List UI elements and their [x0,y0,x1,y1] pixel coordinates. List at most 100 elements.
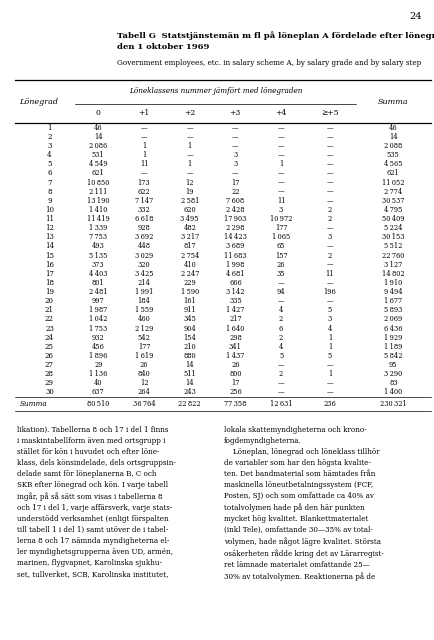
Text: 1 136: 1 136 [89,370,107,378]
Text: 77 358: 77 358 [224,400,246,408]
Text: 23: 23 [45,324,54,333]
Text: 21: 21 [45,307,54,314]
Text: 298: 298 [228,333,241,342]
Text: 14 802: 14 802 [381,270,404,278]
Text: 2 088: 2 088 [383,142,401,150]
Text: 11 683: 11 683 [224,252,246,260]
Text: 373: 373 [92,260,105,269]
Text: 2: 2 [278,333,283,342]
Text: 9: 9 [47,196,52,205]
Text: 8: 8 [47,188,52,196]
Text: 30: 30 [45,388,54,396]
Text: 30 153: 30 153 [381,234,404,241]
Text: 13: 13 [45,234,54,241]
Text: 666: 666 [228,279,241,287]
Text: Government employees, etc. in salary scheme A, by salary grade and by salary ste: Government employees, etc. in salary sch… [117,59,421,67]
Text: —: — [277,361,284,369]
Text: 4: 4 [278,307,283,314]
Text: 621: 621 [386,170,399,177]
Text: 17: 17 [45,270,54,278]
Text: 2: 2 [327,252,331,260]
Text: 4 681: 4 681 [226,270,244,278]
Text: 6 618: 6 618 [135,215,153,223]
Text: —: — [232,133,238,141]
Text: +3: +3 [229,109,240,118]
Text: 13 190: 13 190 [87,196,109,205]
Text: 236: 236 [323,400,335,408]
Text: 1: 1 [327,370,331,378]
Text: 210: 210 [183,343,196,351]
Text: 345: 345 [183,316,196,323]
Text: 1 042: 1 042 [89,316,107,323]
Text: 1 619: 1 619 [135,352,153,360]
Text: —: — [232,142,238,150]
Text: 410: 410 [183,260,196,269]
Text: —: — [326,224,332,232]
Text: 932: 932 [92,333,105,342]
Text: 1 427: 1 427 [226,307,244,314]
Text: 3: 3 [233,151,237,159]
Text: 14: 14 [94,133,102,141]
Text: —: — [326,260,332,269]
Text: 14: 14 [388,133,397,141]
Text: 2: 2 [278,316,283,323]
Text: 4: 4 [47,151,52,159]
Text: 10 850: 10 850 [87,179,109,186]
Text: 19: 19 [185,188,194,196]
Text: 12 631: 12 631 [269,400,292,408]
Text: —: — [326,243,332,250]
Text: +2: +2 [184,109,195,118]
Text: 1 640: 1 640 [226,324,244,333]
Text: 154: 154 [183,333,196,342]
Text: —: — [326,170,332,177]
Text: 256: 256 [228,388,241,396]
Text: 28: 28 [45,370,54,378]
Text: 95: 95 [388,361,397,369]
Text: 1 339: 1 339 [89,224,107,232]
Text: —: — [277,380,284,387]
Text: 229: 229 [183,279,196,287]
Text: 3 127: 3 127 [383,260,401,269]
Text: 173: 173 [138,179,150,186]
Text: —: — [277,297,284,305]
Text: 482: 482 [183,224,196,232]
Text: 622: 622 [137,188,150,196]
Text: —: — [186,170,193,177]
Text: 3 692: 3 692 [135,234,153,241]
Text: 14 423: 14 423 [224,234,246,241]
Text: 3: 3 [47,142,52,150]
Text: 2 247: 2 247 [180,270,198,278]
Text: 2 481: 2 481 [89,288,107,296]
Text: 17: 17 [231,179,239,186]
Text: 29: 29 [45,380,54,387]
Text: 7: 7 [47,179,52,186]
Text: —: — [140,133,147,141]
Text: —: — [326,142,332,150]
Text: 7 147: 7 147 [135,196,153,205]
Text: 36 764: 36 764 [132,400,155,408]
Text: 83: 83 [388,380,397,387]
Text: 17 903: 17 903 [224,215,246,223]
Text: —: — [326,388,332,396]
Text: 12: 12 [45,224,54,232]
Text: —: — [326,188,332,196]
Text: 22 822: 22 822 [178,400,201,408]
Text: 637: 637 [92,388,105,396]
Text: 214: 214 [137,279,150,287]
Text: 243: 243 [183,388,196,396]
Text: 332: 332 [137,206,150,214]
Text: +1: +1 [138,109,149,118]
Text: 840: 840 [137,370,150,378]
Text: 19: 19 [45,288,54,296]
Text: 620: 620 [183,206,196,214]
Text: 6: 6 [47,170,52,177]
Text: 3: 3 [233,160,237,168]
Text: —: — [326,124,332,132]
Text: 4 403: 4 403 [89,270,107,278]
Text: Lönegrad: Lönegrad [20,97,58,106]
Text: 3 142: 3 142 [226,288,244,296]
Text: 2 754: 2 754 [180,252,198,260]
Text: 25: 25 [45,343,54,351]
Text: 27: 27 [45,361,54,369]
Text: 542: 542 [137,333,150,342]
